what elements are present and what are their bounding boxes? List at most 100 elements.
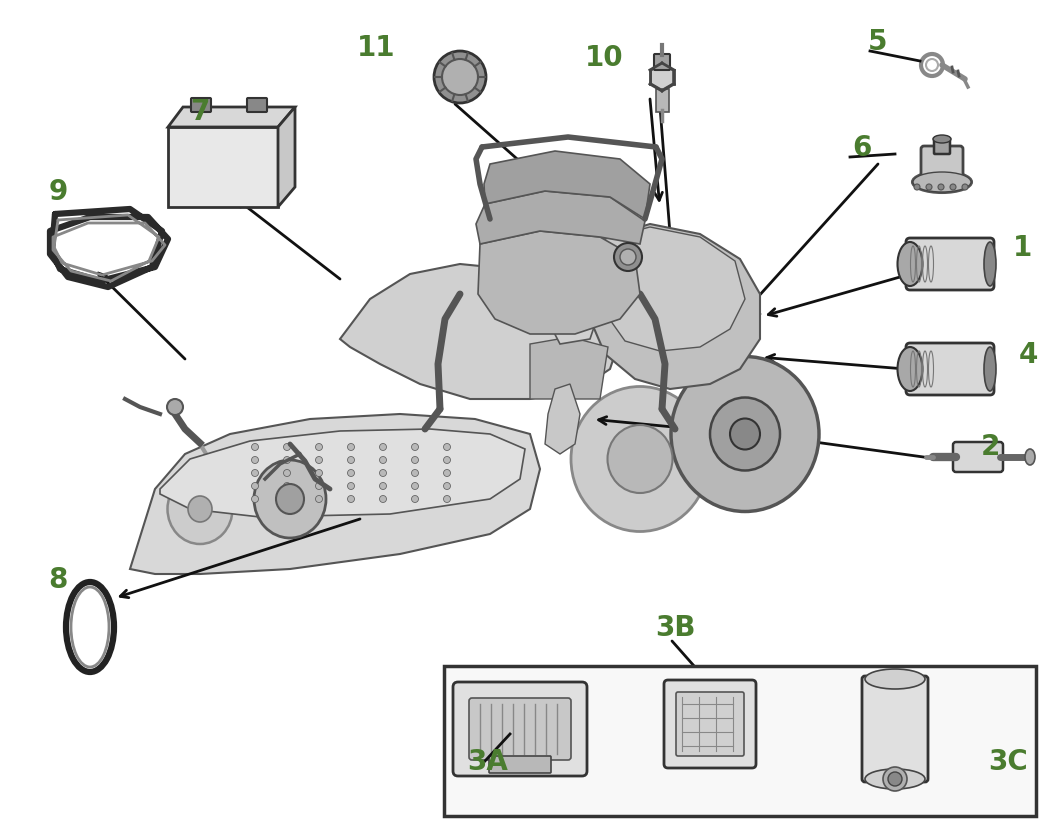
Circle shape bbox=[316, 470, 323, 477]
Circle shape bbox=[614, 244, 642, 272]
Ellipse shape bbox=[912, 172, 972, 194]
Ellipse shape bbox=[254, 461, 326, 538]
Circle shape bbox=[316, 496, 323, 503]
Ellipse shape bbox=[671, 357, 819, 512]
Circle shape bbox=[434, 52, 486, 104]
Ellipse shape bbox=[865, 669, 925, 689]
Circle shape bbox=[167, 399, 183, 415]
Ellipse shape bbox=[608, 425, 672, 494]
Polygon shape bbox=[168, 108, 295, 128]
Circle shape bbox=[316, 444, 323, 451]
Text: 8: 8 bbox=[49, 566, 68, 593]
FancyBboxPatch shape bbox=[921, 147, 963, 187]
Circle shape bbox=[379, 457, 387, 464]
Circle shape bbox=[412, 470, 418, 477]
Circle shape bbox=[444, 444, 450, 451]
Circle shape bbox=[284, 457, 290, 464]
Text: 6: 6 bbox=[852, 134, 872, 162]
Circle shape bbox=[251, 483, 258, 490]
Polygon shape bbox=[650, 65, 674, 91]
Circle shape bbox=[347, 496, 355, 503]
Circle shape bbox=[444, 457, 450, 464]
Polygon shape bbox=[160, 429, 525, 518]
Circle shape bbox=[412, 457, 418, 464]
Ellipse shape bbox=[933, 136, 951, 144]
FancyBboxPatch shape bbox=[469, 698, 571, 760]
Ellipse shape bbox=[913, 173, 971, 193]
Circle shape bbox=[412, 483, 418, 490]
Polygon shape bbox=[478, 232, 640, 335]
Polygon shape bbox=[548, 280, 600, 345]
FancyBboxPatch shape bbox=[676, 692, 744, 756]
Circle shape bbox=[251, 457, 258, 464]
Polygon shape bbox=[590, 225, 760, 390]
FancyBboxPatch shape bbox=[953, 442, 1003, 472]
Circle shape bbox=[284, 496, 290, 503]
Ellipse shape bbox=[571, 387, 708, 532]
Circle shape bbox=[962, 184, 968, 191]
Circle shape bbox=[379, 470, 387, 477]
Circle shape bbox=[251, 444, 258, 451]
Text: 11: 11 bbox=[357, 34, 395, 62]
Circle shape bbox=[347, 470, 355, 477]
Polygon shape bbox=[279, 108, 295, 208]
Polygon shape bbox=[605, 227, 744, 351]
Circle shape bbox=[883, 767, 907, 791]
FancyBboxPatch shape bbox=[489, 756, 551, 773]
FancyBboxPatch shape bbox=[934, 139, 950, 155]
Ellipse shape bbox=[710, 398, 780, 471]
Circle shape bbox=[251, 470, 258, 477]
Polygon shape bbox=[168, 128, 279, 208]
Ellipse shape bbox=[897, 347, 922, 391]
Circle shape bbox=[444, 483, 450, 490]
Polygon shape bbox=[530, 337, 608, 399]
Ellipse shape bbox=[167, 475, 233, 544]
Ellipse shape bbox=[276, 485, 304, 514]
Text: 5: 5 bbox=[868, 28, 887, 56]
Circle shape bbox=[379, 444, 387, 451]
Text: 3B: 3B bbox=[654, 614, 696, 641]
Circle shape bbox=[316, 457, 323, 464]
Circle shape bbox=[926, 184, 932, 191]
Ellipse shape bbox=[865, 769, 925, 789]
Circle shape bbox=[251, 496, 258, 503]
Circle shape bbox=[889, 772, 902, 786]
FancyBboxPatch shape bbox=[656, 89, 668, 112]
Text: 4: 4 bbox=[1019, 341, 1038, 369]
Circle shape bbox=[620, 250, 636, 265]
Ellipse shape bbox=[897, 242, 922, 287]
Ellipse shape bbox=[730, 419, 760, 450]
Text: 1: 1 bbox=[1012, 234, 1031, 261]
Polygon shape bbox=[130, 414, 540, 574]
FancyBboxPatch shape bbox=[191, 99, 211, 112]
FancyBboxPatch shape bbox=[453, 682, 587, 776]
FancyBboxPatch shape bbox=[247, 99, 267, 112]
Circle shape bbox=[284, 444, 290, 451]
FancyBboxPatch shape bbox=[664, 680, 756, 768]
Text: 9: 9 bbox=[49, 178, 68, 206]
Circle shape bbox=[347, 444, 355, 451]
FancyBboxPatch shape bbox=[444, 667, 1036, 816]
Text: 10: 10 bbox=[585, 44, 624, 72]
Text: 7: 7 bbox=[191, 98, 210, 126]
Text: 3C: 3C bbox=[988, 747, 1028, 775]
Circle shape bbox=[412, 444, 418, 451]
Ellipse shape bbox=[1025, 449, 1035, 466]
FancyBboxPatch shape bbox=[907, 239, 994, 290]
FancyBboxPatch shape bbox=[654, 55, 670, 71]
Polygon shape bbox=[484, 152, 650, 220]
Circle shape bbox=[347, 457, 355, 464]
Circle shape bbox=[412, 496, 418, 503]
FancyBboxPatch shape bbox=[862, 676, 928, 782]
FancyBboxPatch shape bbox=[907, 343, 994, 395]
Ellipse shape bbox=[189, 496, 212, 523]
Polygon shape bbox=[545, 385, 580, 455]
Circle shape bbox=[347, 483, 355, 490]
Circle shape bbox=[938, 184, 944, 191]
Ellipse shape bbox=[984, 347, 997, 391]
Circle shape bbox=[444, 496, 450, 503]
Text: 2: 2 bbox=[981, 433, 1000, 461]
Circle shape bbox=[444, 470, 450, 477]
Ellipse shape bbox=[984, 242, 997, 287]
Circle shape bbox=[379, 496, 387, 503]
